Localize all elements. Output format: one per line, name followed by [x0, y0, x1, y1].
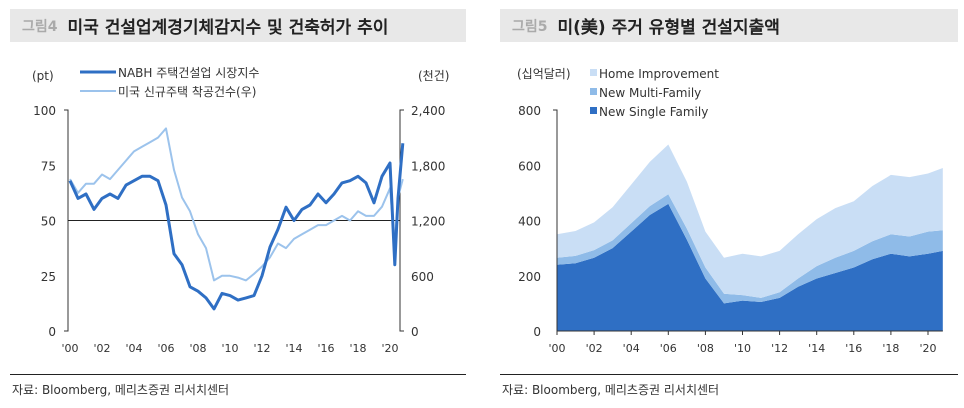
x-tick-label: '04	[623, 342, 640, 355]
x-tick-label: '10	[221, 342, 238, 355]
legend-swatch	[590, 107, 597, 114]
right-title-bar: 그림5 미(美) 주거 유형별 건설지출액	[500, 9, 958, 42]
legend-label: NABH 주택건설업 시장지수	[118, 66, 259, 80]
chart-title: 미국 건설업계경기체감지수 및 건축허가 추이	[67, 18, 389, 38]
x-tick-label: '06	[157, 342, 174, 355]
y-axis-unit: (십억달러)	[517, 67, 571, 81]
x-tick-label: '04	[125, 342, 142, 355]
source-note: 자료: Bloomberg, 메리츠증권 리서치센터	[12, 383, 230, 397]
x-tick-label: '18	[349, 342, 366, 355]
x-tick-label: '00	[548, 342, 565, 355]
area-series	[557, 144, 943, 298]
source-note: 자료: Bloomberg, 메리츠증권 리서치센터	[502, 383, 720, 397]
legend-label: Home Improvement	[599, 67, 719, 81]
y-tick-label: 100	[33, 104, 56, 118]
x-tick-label: '16	[845, 342, 862, 355]
legend-label: New Multi-Family	[599, 86, 701, 100]
x-tick-label: '10	[734, 342, 751, 355]
x-tick-label: '06	[660, 342, 677, 355]
y2-tick-label: 600	[411, 270, 434, 284]
x-axis	[553, 109, 943, 332]
x-tick-label: '02	[586, 342, 603, 355]
y-tick-label: 800	[518, 104, 541, 118]
x-tick-label: '14	[808, 342, 825, 355]
y-axis-unit: (pt)	[32, 69, 54, 83]
y-tick-label: 25	[41, 270, 56, 284]
y-tick-label: 0	[533, 325, 541, 339]
x-tick-label: '08	[189, 342, 206, 355]
chart-title: 미(美) 주거 유형별 건설지출액	[557, 18, 780, 38]
left-axis	[64, 109, 69, 332]
x-tick-label: '20	[919, 342, 936, 355]
x-tick-label: '08	[697, 342, 714, 355]
y-tick-label: 50	[41, 215, 56, 229]
divider	[10, 374, 466, 375]
legend-swatch	[590, 69, 597, 76]
x-tick-label: '14	[285, 342, 302, 355]
legend-swatch	[590, 88, 597, 95]
y-tick-label: 75	[41, 159, 56, 173]
x-tick-label: '12	[771, 342, 788, 355]
series-line	[68, 143, 405, 311]
y-tick-label: 0	[48, 325, 56, 339]
y-tick-label: 400	[518, 215, 541, 229]
divider	[500, 374, 958, 375]
figure-label: 그림5	[512, 18, 548, 35]
y2-tick-label: 1,800	[411, 159, 445, 173]
x-tick-label: '00	[61, 342, 78, 355]
y-tick-label: 200	[518, 270, 541, 284]
legend-label: 미국 신규주택 착공건수(우)	[118, 85, 256, 99]
figure-label: 그림4	[22, 18, 58, 35]
series-line	[69, 127, 404, 282]
left-title-bar: 그림4 미국 건설업계경기체감지수 및 건축허가 추이	[10, 9, 466, 42]
y2-tick-label: 2,400	[411, 104, 445, 118]
y-tick-label: 600	[518, 159, 541, 173]
x-tick-label: '12	[253, 342, 270, 355]
y2-tick-label: 0	[411, 325, 419, 339]
legend-label: New Single Family	[599, 105, 708, 119]
x-tick-label: '20	[381, 342, 398, 355]
area-series	[557, 203, 943, 331]
y2-tick-label: 1,200	[411, 215, 445, 229]
x-tick-label: '18	[882, 342, 899, 355]
x-tick-label: '16	[317, 342, 334, 355]
area-series	[557, 194, 943, 304]
y2-axis-unit: (천건)	[418, 68, 449, 83]
x-tick-label: '02	[93, 342, 110, 355]
